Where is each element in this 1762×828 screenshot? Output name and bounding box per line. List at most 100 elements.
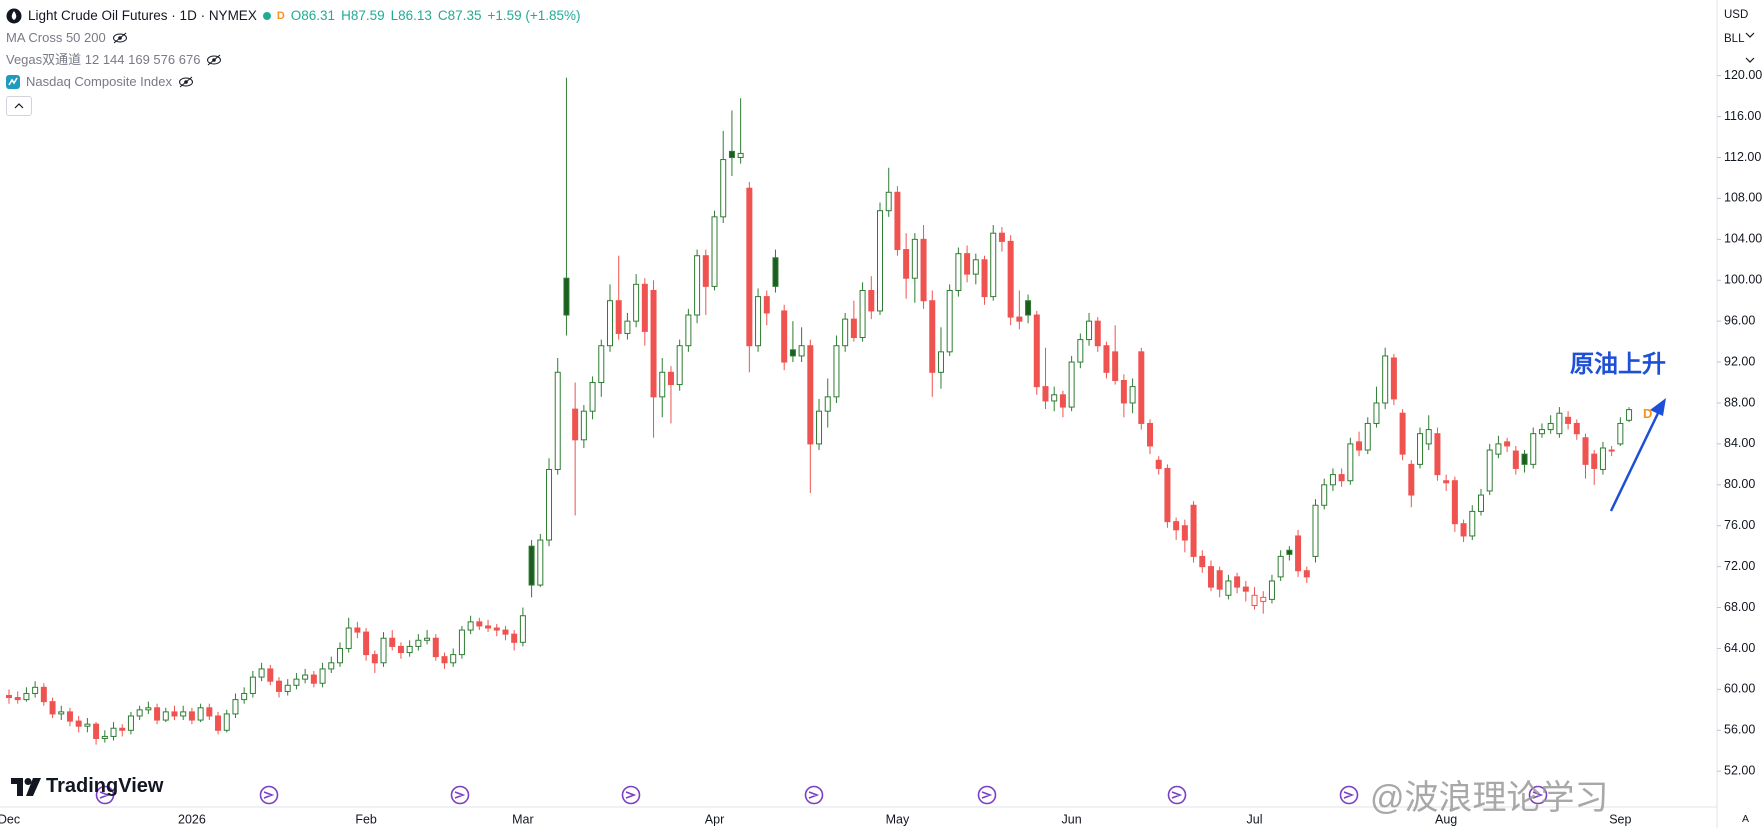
candle bbox=[1164, 464, 1171, 528]
candle bbox=[946, 284, 953, 356]
nasdaq-logo bbox=[6, 75, 20, 89]
candle-body bbox=[763, 296, 770, 314]
x-tick-label: Jun bbox=[1062, 812, 1082, 826]
x-tick-label: Sep bbox=[1609, 812, 1631, 826]
hidden-icon[interactable] bbox=[206, 54, 222, 66]
candle-body bbox=[493, 627, 500, 631]
candle bbox=[232, 693, 239, 719]
candle bbox=[1251, 587, 1258, 610]
candle bbox=[371, 650, 378, 674]
candle bbox=[685, 308, 692, 352]
candle-body bbox=[232, 699, 239, 715]
indicator-row[interactable]: Vegas双通道 12 144 169 576 676 bbox=[6, 49, 581, 71]
candle-body bbox=[110, 727, 117, 737]
candle-body bbox=[171, 711, 178, 717]
candle-body bbox=[267, 668, 274, 682]
candle bbox=[1321, 478, 1328, 510]
candle-body bbox=[223, 713, 230, 731]
candle bbox=[885, 167, 892, 217]
candle-body bbox=[1373, 402, 1380, 424]
hidden-icon[interactable] bbox=[112, 32, 128, 44]
candle-body bbox=[293, 678, 300, 686]
hidden-icon[interactable] bbox=[178, 76, 194, 88]
candle-body bbox=[798, 345, 805, 357]
y-tick-label: 52.00 bbox=[1724, 763, 1755, 777]
candle bbox=[1059, 390, 1066, 418]
candle-body bbox=[894, 191, 901, 251]
candle-body bbox=[877, 210, 883, 312]
candle-body bbox=[40, 686, 47, 703]
candle bbox=[397, 642, 404, 659]
candle-body bbox=[1086, 320, 1093, 341]
indicator-row[interactable]: MA Cross 50 200 bbox=[6, 27, 581, 49]
y-tick-label: 56.00 bbox=[1724, 723, 1755, 737]
candle bbox=[511, 630, 518, 651]
candle bbox=[467, 615, 474, 635]
collapse-button[interactable] bbox=[6, 96, 32, 116]
candle bbox=[1443, 474, 1450, 491]
scale-mode[interactable]: A bbox=[1742, 813, 1750, 825]
candle-body bbox=[1120, 379, 1127, 404]
candle-body bbox=[598, 345, 605, 384]
x-tick-label: May bbox=[886, 812, 910, 826]
candle-body bbox=[1460, 523, 1467, 537]
currency[interactable]: USD bbox=[1724, 9, 1749, 21]
axis-menu-caret bbox=[1745, 32, 1755, 63]
candle-body bbox=[868, 289, 875, 312]
candle-body bbox=[1251, 594, 1258, 607]
unit[interactable]: BLL bbox=[1724, 33, 1745, 45]
y-tick-label: 88.00 bbox=[1724, 395, 1755, 409]
candle-body bbox=[1599, 447, 1606, 470]
candle-body bbox=[75, 720, 82, 727]
candle bbox=[66, 707, 73, 727]
candle bbox=[598, 339, 605, 397]
x-tick-label: Feb bbox=[355, 812, 377, 826]
candle bbox=[1068, 355, 1075, 412]
candle bbox=[1147, 419, 1154, 455]
candle-body bbox=[1477, 494, 1484, 512]
candle bbox=[859, 282, 866, 342]
candle bbox=[249, 670, 256, 698]
candle-body bbox=[197, 707, 204, 721]
y-tick-label: 96.00 bbox=[1724, 313, 1755, 327]
candle-body bbox=[1225, 580, 1232, 596]
candle-body bbox=[528, 545, 535, 586]
candle-body bbox=[615, 300, 622, 334]
ohlc-high: H87.59 bbox=[341, 8, 385, 23]
candle-body bbox=[981, 259, 988, 298]
candle bbox=[1356, 431, 1363, 457]
candle bbox=[633, 274, 640, 328]
candle-body bbox=[519, 615, 526, 643]
candle bbox=[1538, 423, 1545, 438]
candle bbox=[293, 673, 300, 690]
candle-body bbox=[1164, 467, 1171, 523]
candle bbox=[937, 327, 944, 389]
candle-body bbox=[572, 408, 579, 441]
candle-body bbox=[6, 695, 12, 699]
candle-body bbox=[1382, 355, 1389, 404]
candle-body bbox=[249, 676, 256, 694]
candle-body bbox=[450, 654, 457, 664]
candle bbox=[824, 378, 831, 428]
candle bbox=[1425, 415, 1432, 451]
candle bbox=[1460, 519, 1467, 543]
candle bbox=[972, 253, 979, 285]
candle-body bbox=[1286, 549, 1293, 555]
candle-body bbox=[1356, 441, 1363, 451]
candle-body bbox=[1016, 316, 1023, 322]
candle bbox=[136, 705, 143, 721]
indicator-row[interactable]: Nasdaq Composite Index bbox=[6, 71, 581, 93]
candle-body bbox=[1051, 394, 1058, 402]
candle-body bbox=[1007, 240, 1014, 318]
candle bbox=[667, 366, 674, 424]
candle bbox=[1199, 550, 1206, 573]
candle bbox=[1521, 450, 1528, 473]
candle bbox=[1547, 415, 1554, 434]
candle-body bbox=[807, 345, 814, 445]
candle-body bbox=[1112, 351, 1119, 381]
candle-body bbox=[310, 674, 317, 684]
candle bbox=[911, 233, 918, 303]
candle bbox=[894, 186, 901, 256]
candle bbox=[1207, 560, 1214, 592]
candle bbox=[903, 233, 910, 299]
